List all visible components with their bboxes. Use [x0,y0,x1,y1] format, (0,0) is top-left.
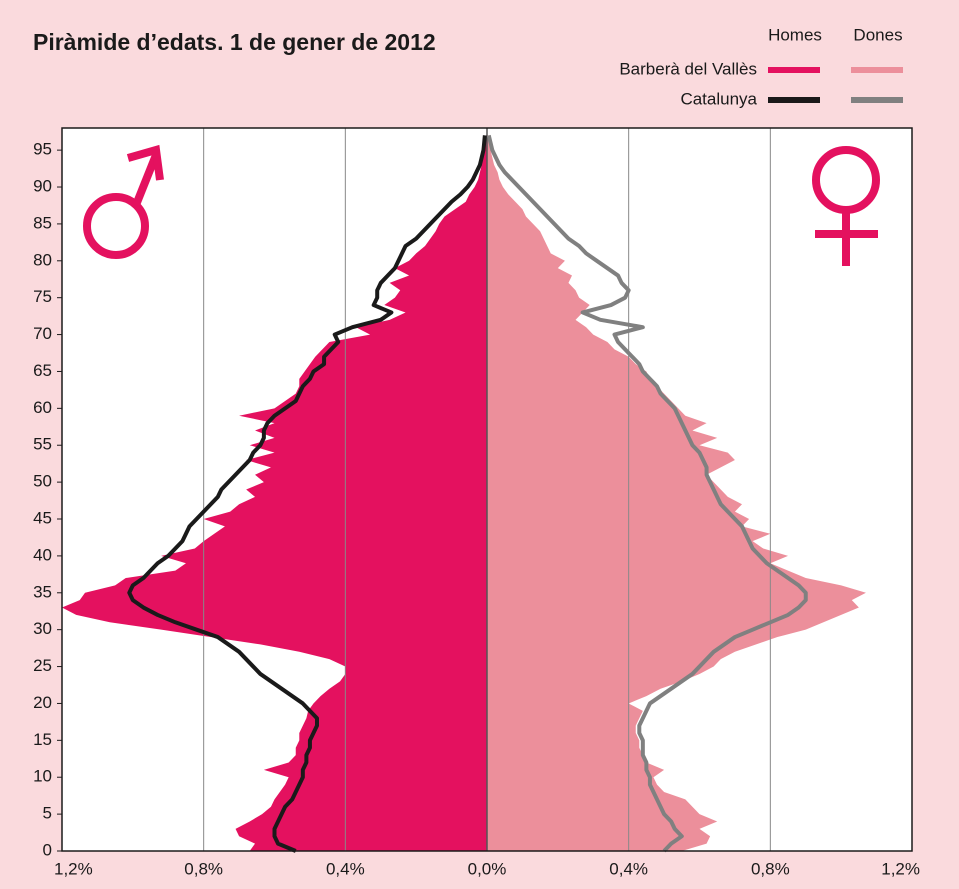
y-tick-label: 25 [33,656,52,675]
y-tick-label: 55 [33,435,52,454]
male-symbol [132,153,160,207]
x-tick-label: 0,8% [184,859,223,878]
y-tick-label: 50 [33,472,52,491]
population-area [487,135,866,851]
legend-header: Dones [853,25,902,44]
plot-border [61,127,913,852]
legend-label: Barberà del Vallès [619,59,757,78]
y-tick-label: 60 [33,398,52,417]
y-tick-label: 30 [33,619,52,638]
legend-header: Homes [768,25,822,44]
y-tick-label: 40 [33,545,52,564]
y-tick-label: 70 [33,324,52,343]
y-tick-label: 35 [33,582,52,601]
sex-symbols [83,144,880,266]
y-tick-label: 75 [33,287,52,306]
y-tick-label: 80 [33,250,52,269]
chart-title: Piràmide d’edats. 1 de gener de 2012 [33,29,436,55]
y-tick-label: 45 [33,508,52,527]
x-tick-label: 0,0% [468,859,507,878]
male-symbol [83,193,149,259]
population-area [62,135,487,851]
y-tick-label: 95 [33,140,52,159]
y-tick-label: 15 [33,730,52,749]
population-line [486,134,808,853]
y-tick-label: 10 [33,767,52,786]
x-tick-label: 0,8% [751,859,790,878]
y-tick-label: 0 [43,840,52,859]
y-tick-label: 90 [33,177,52,196]
legend-swatch [768,97,820,103]
legend-label: Catalunya [680,89,757,108]
y-tick-label: 20 [33,693,52,712]
legend-swatch [768,67,820,73]
male-symbol [126,144,164,181]
y-tick-label: 85 [33,213,52,232]
y-tick-label: 5 [43,804,52,823]
y-tick-label: 65 [33,361,52,380]
x-tick-label: 0,4% [609,859,648,878]
legend-swatch [851,97,903,103]
legend-swatch [851,67,903,73]
x-tick-label: 1,2% [881,859,920,878]
x-tick-label: 1,2% [54,859,93,878]
population-line [127,135,487,853]
x-tick-label: 0,4% [326,859,365,878]
